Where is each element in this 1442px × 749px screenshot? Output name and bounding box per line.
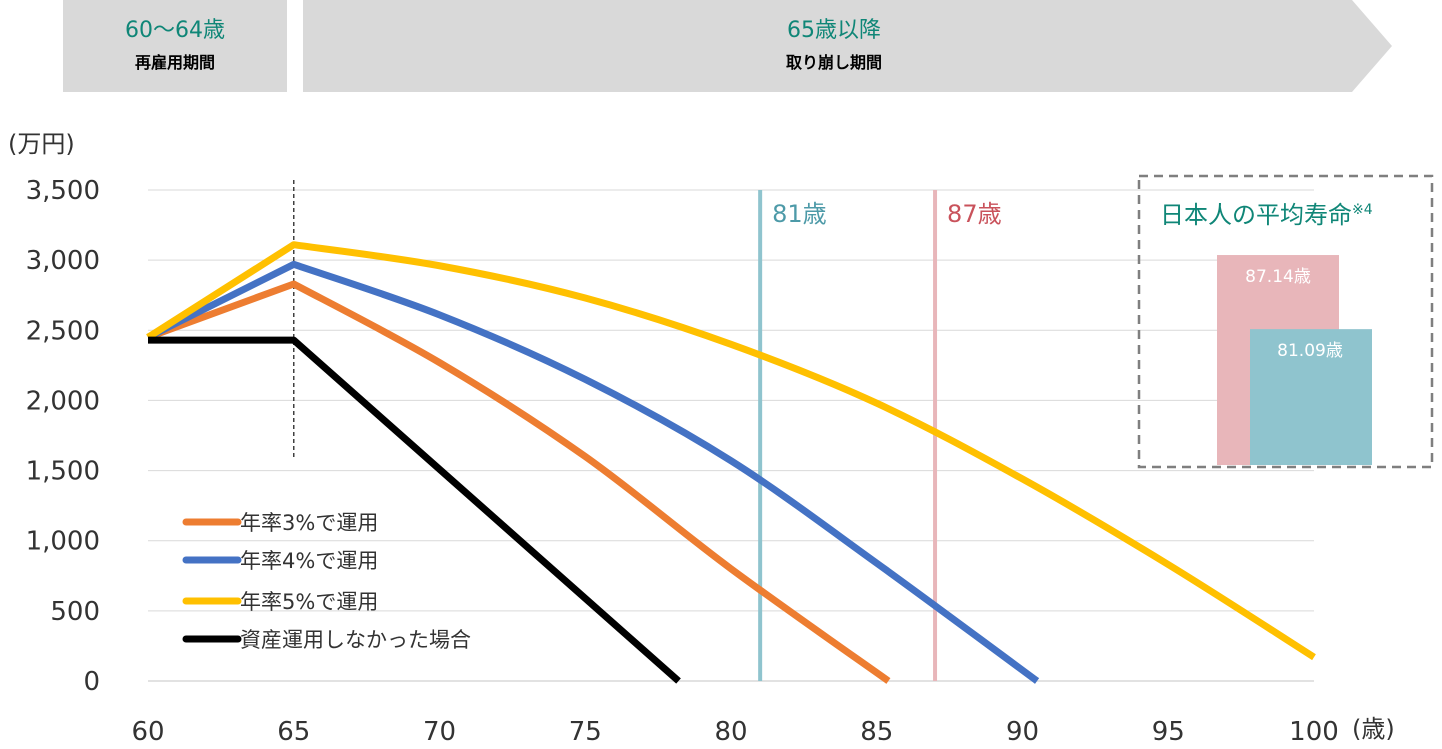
legend-item-no-investment: 資産運用しなかった場合	[182, 628, 471, 652]
x-tick-label: 85	[860, 717, 893, 747]
reference-line-label-81: 81歳	[772, 200, 827, 228]
x-axis-unit: (歳)	[1352, 715, 1395, 743]
phase-withdrawal-label: 取り崩し期間	[786, 53, 882, 72]
phase-banner-withdrawal	[303, 0, 1392, 92]
phase-reemployment-label: 再雇用期間	[135, 53, 215, 72]
legend-label-4pct: 年率4%で運用	[240, 549, 378, 573]
x-tick-label: 100	[1289, 717, 1339, 747]
y-tick-label: 2,000	[26, 386, 100, 416]
series-line-2	[146, 241, 1316, 661]
grid-layer	[148, 189, 1314, 682]
legend-item-5pct: 年率5%で運用	[182, 590, 378, 614]
inset-title-note: ※4	[1352, 202, 1373, 218]
inset-title-text: 日本人の平均寿命	[1160, 201, 1352, 229]
phase-banner: 60〜64歳 再雇用期間 65歳以降 取り崩し期間	[63, 0, 1392, 92]
y-tick-labels: 0 500 1,000 1,500 2,000 2,500 3,000 3,500	[26, 176, 100, 697]
x-tick-labels: 60 65 70 75 80 85 90 95 100	[131, 717, 1338, 747]
x-tick-label: 65	[277, 717, 310, 747]
series-line-3	[148, 336, 681, 684]
legend-label-3pct: 年率3%で運用	[240, 511, 378, 535]
legend-label-5pct: 年率5%で運用	[240, 590, 378, 614]
series-lines	[146, 241, 1316, 684]
x-tick-label: 80	[714, 717, 747, 747]
x-tick-label: 90	[1006, 717, 1039, 747]
life-expectancy-inset: 日本人の平均寿命※4 87.14歳 81.09歳	[1137, 174, 1434, 469]
series-line-1	[146, 260, 1040, 684]
series-line-0	[146, 280, 891, 684]
y-tick-label: 500	[50, 597, 100, 627]
y-tick-label: 2,500	[26, 316, 100, 346]
legend-item-4pct: 年率4%で運用	[182, 549, 378, 573]
legend-label-no-investment: 資産運用しなかった場合	[240, 628, 471, 652]
y-tick-label: 0	[83, 667, 100, 697]
phase-withdrawal-age: 65歳以降	[787, 18, 881, 43]
x-tick-label: 70	[423, 717, 456, 747]
legend: 年率3%で運用 年率4%で運用 年率5%で運用 資産運用しなかった場合	[182, 511, 471, 652]
inset-bar-male	[1250, 329, 1372, 465]
x-tick-label: 95	[1152, 717, 1185, 747]
reference-line-label-87: 87歳	[947, 200, 1002, 228]
y-axis-unit: (万円)	[8, 130, 75, 158]
y-tick-label: 1,000	[26, 527, 100, 557]
legend-item-3pct: 年率3%で運用	[182, 511, 378, 535]
y-tick-label: 3,500	[26, 176, 100, 206]
inset-title: 日本人の平均寿命※4	[1160, 201, 1373, 229]
phase-banner-reemployment	[63, 0, 287, 92]
inset-bar-label-male: 81.09歳	[1277, 341, 1343, 361]
inset-frame	[1137, 174, 1434, 469]
y-tick-label: 1,500	[26, 457, 100, 487]
x-tick-label: 75	[569, 717, 602, 747]
inset-bar-label-female: 87.14歳	[1245, 267, 1311, 287]
phase-reemployment-age: 60〜64歳	[125, 18, 225, 43]
x-tick-label: 60	[131, 717, 164, 747]
y-tick-label: 3,000	[26, 246, 100, 276]
